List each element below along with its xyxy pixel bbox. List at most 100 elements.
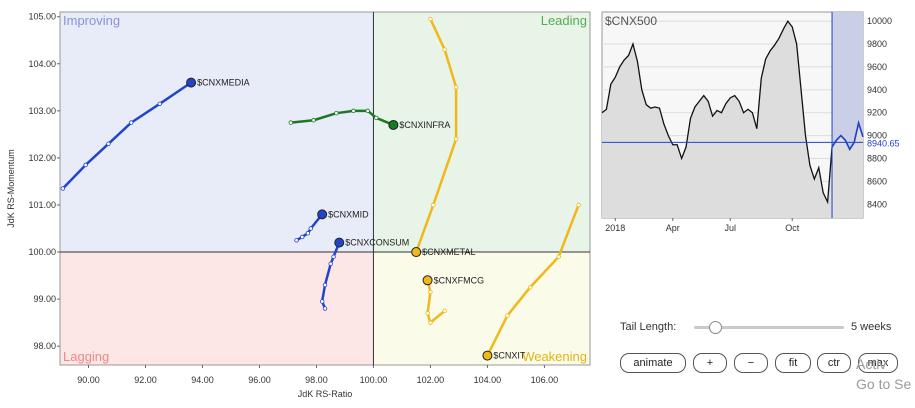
- tail-point-cnxmedia: [60, 186, 66, 191]
- tail-point-cnxmetal: [453, 85, 459, 90]
- y-tick-label: 103.00: [28, 106, 56, 116]
- tail-point-cnxconsum: [322, 306, 328, 311]
- max-button[interactable]: max: [858, 353, 898, 373]
- series-head-cnxit: [482, 350, 493, 361]
- tail-point-cnxmid: [294, 238, 299, 243]
- fit-button[interactable]: fit: [775, 353, 811, 373]
- tail-point-cnxmedia: [157, 101, 162, 106]
- x-tick-label: 104.00: [474, 375, 502, 385]
- x-tick-label: 94.00: [191, 375, 214, 385]
- price-x-tick-label: Jul: [725, 223, 737, 233]
- tail-point-cnxmedia: [83, 162, 88, 168]
- slider-handle[interactable]: [709, 321, 722, 334]
- price-area: [602, 21, 863, 219]
- activation-watermark: Activ Go to Se: [856, 354, 911, 394]
- price-x-tick-label: Oct: [785, 223, 800, 233]
- tail-point-cnxinfra: [351, 108, 356, 114]
- zoom-in-button[interactable]: +: [693, 353, 727, 373]
- price-chart: 10000 9800 9600 9400 9200 9000 8800 8600 8400 201…: [601, 11, 900, 233]
- series-label-cnxit: $CNXIT: [493, 351, 526, 361]
- x-tick-label: 92.00: [134, 375, 157, 385]
- y-tick-label: 102.00: [28, 153, 56, 163]
- y-tick-label: 101.00: [28, 200, 56, 210]
- series-tail-cnxmetal: [414, 17, 458, 254]
- tail-length-label: Tail Length:: [620, 321, 677, 333]
- price-x-tick-label: 2018: [605, 223, 625, 233]
- tail-point-cnxinfra: [334, 110, 339, 116]
- tail-point-cnxfmcg: [428, 289, 433, 295]
- price-x-tick-label: Apr: [666, 223, 680, 233]
- series-head-cnxinfra: [388, 119, 399, 130]
- tail-point-cnxit: [556, 254, 561, 259]
- y-axis-label: JdK RS-Momentum: [6, 149, 16, 228]
- x-tick-label: 96.00: [248, 375, 271, 385]
- x-axis-label: JdK RS-Ratio: [298, 389, 353, 399]
- price-line: [601, 19, 864, 205]
- zoom-out-button[interactable]: −: [734, 353, 768, 373]
- series-label-cnxmid: $CNXMID: [328, 209, 369, 219]
- watermark-line-2: Go to Se: [856, 376, 912, 392]
- y-tick-label: 98.00: [33, 341, 56, 351]
- price-y-tick-label: 8600: [867, 176, 887, 186]
- price-recent-line: [831, 119, 864, 151]
- watermark-line-1: Activ: [856, 356, 887, 372]
- tail-point-cnxinfra: [288, 120, 294, 125]
- tail-point-cnxit: [576, 202, 581, 208]
- y-tick-label: 105.00: [28, 12, 56, 22]
- price-y-tick-label: 9400: [867, 85, 887, 95]
- slider-track: [694, 326, 844, 329]
- tail-point-cnxmid: [308, 226, 313, 231]
- tail-point-cnxmid: [300, 234, 305, 240]
- tail-point-cnxmetal: [431, 202, 436, 208]
- series-head-cnxconsum: [334, 237, 345, 248]
- series-label-cnxfmcg: $CNXFMCG: [434, 275, 485, 285]
- quadrant-weakening: [373, 252, 590, 365]
- tail-point-cnxconsum: [331, 254, 336, 259]
- tail-point-cnxfmcg: [425, 311, 430, 316]
- animate-button[interactable]: animate: [620, 353, 686, 373]
- tail-length-slider[interactable]: [694, 321, 844, 334]
- series-head-cnxfmcg: [422, 275, 433, 286]
- quadrant-label-leading: Leading: [541, 13, 587, 28]
- price-chart-title: $CNX500: [605, 14, 657, 28]
- tail-point-cnxmid: [305, 231, 311, 236]
- quadrant-leading: [373, 12, 590, 253]
- last-value-label: 8940.65: [867, 138, 900, 148]
- tail-point-cnxfmcg: [442, 308, 447, 314]
- rrg-chart: Improving Leading Lagging Weakening 90.00 92.…: [6, 11, 591, 399]
- y-tick-label: 99.00: [33, 294, 56, 304]
- tail-point-cnxinfra: [311, 118, 316, 123]
- x-tick-label: 98.00: [305, 375, 328, 385]
- tail-point-cnxit: [527, 285, 533, 290]
- tail-point-cnxit: [505, 313, 510, 318]
- series-label-cnxinfra: $CNXINFRA: [399, 120, 450, 130]
- price-y-tick-label: 8800: [867, 153, 887, 163]
- tail-point-cnxmetal: [428, 16, 433, 22]
- center-button[interactable]: ctr: [817, 353, 851, 373]
- x-tick-label: 90.00: [77, 375, 100, 385]
- plot-frame: [59, 11, 591, 366]
- quadrant-label-lagging: Lagging: [63, 349, 109, 364]
- series-head-cnxmedia: [186, 77, 197, 88]
- x-tick-label: 102.00: [417, 375, 445, 385]
- controls-panel: Tail Length: 5 weeks animate + − fit ctr…: [616, 316, 911, 396]
- tail-point-cnxconsum: [328, 261, 333, 267]
- quadrant-lagging: [60, 252, 374, 365]
- series-head-cnxmetal: [411, 247, 422, 258]
- tail-point-cnxconsum: [322, 282, 328, 288]
- price-y-tick-label: 9800: [867, 39, 887, 49]
- price-y-tick-label: 10000: [867, 16, 892, 26]
- price-y-tick-label: 9600: [867, 62, 887, 72]
- tail-point-cnxmetal: [442, 47, 447, 52]
- y-tick-label: 100.00: [28, 247, 56, 257]
- series-label-cnxconsum: $CNXCONSUM: [345, 238, 409, 248]
- tail-point-cnxmedia: [106, 141, 111, 146]
- price-y-tick-label: 9200: [867, 108, 887, 118]
- y-tick-label: 104.00: [28, 59, 56, 69]
- series-head-cnxmid: [317, 209, 328, 220]
- price-y-tick-label: 8400: [867, 199, 887, 209]
- tail-point-cnxmetal: [453, 136, 459, 142]
- tail-point-cnxconsum: [319, 299, 325, 304]
- tail-length-value: 5 weeks: [851, 321, 892, 333]
- x-tick-label: 100.00: [360, 375, 388, 385]
